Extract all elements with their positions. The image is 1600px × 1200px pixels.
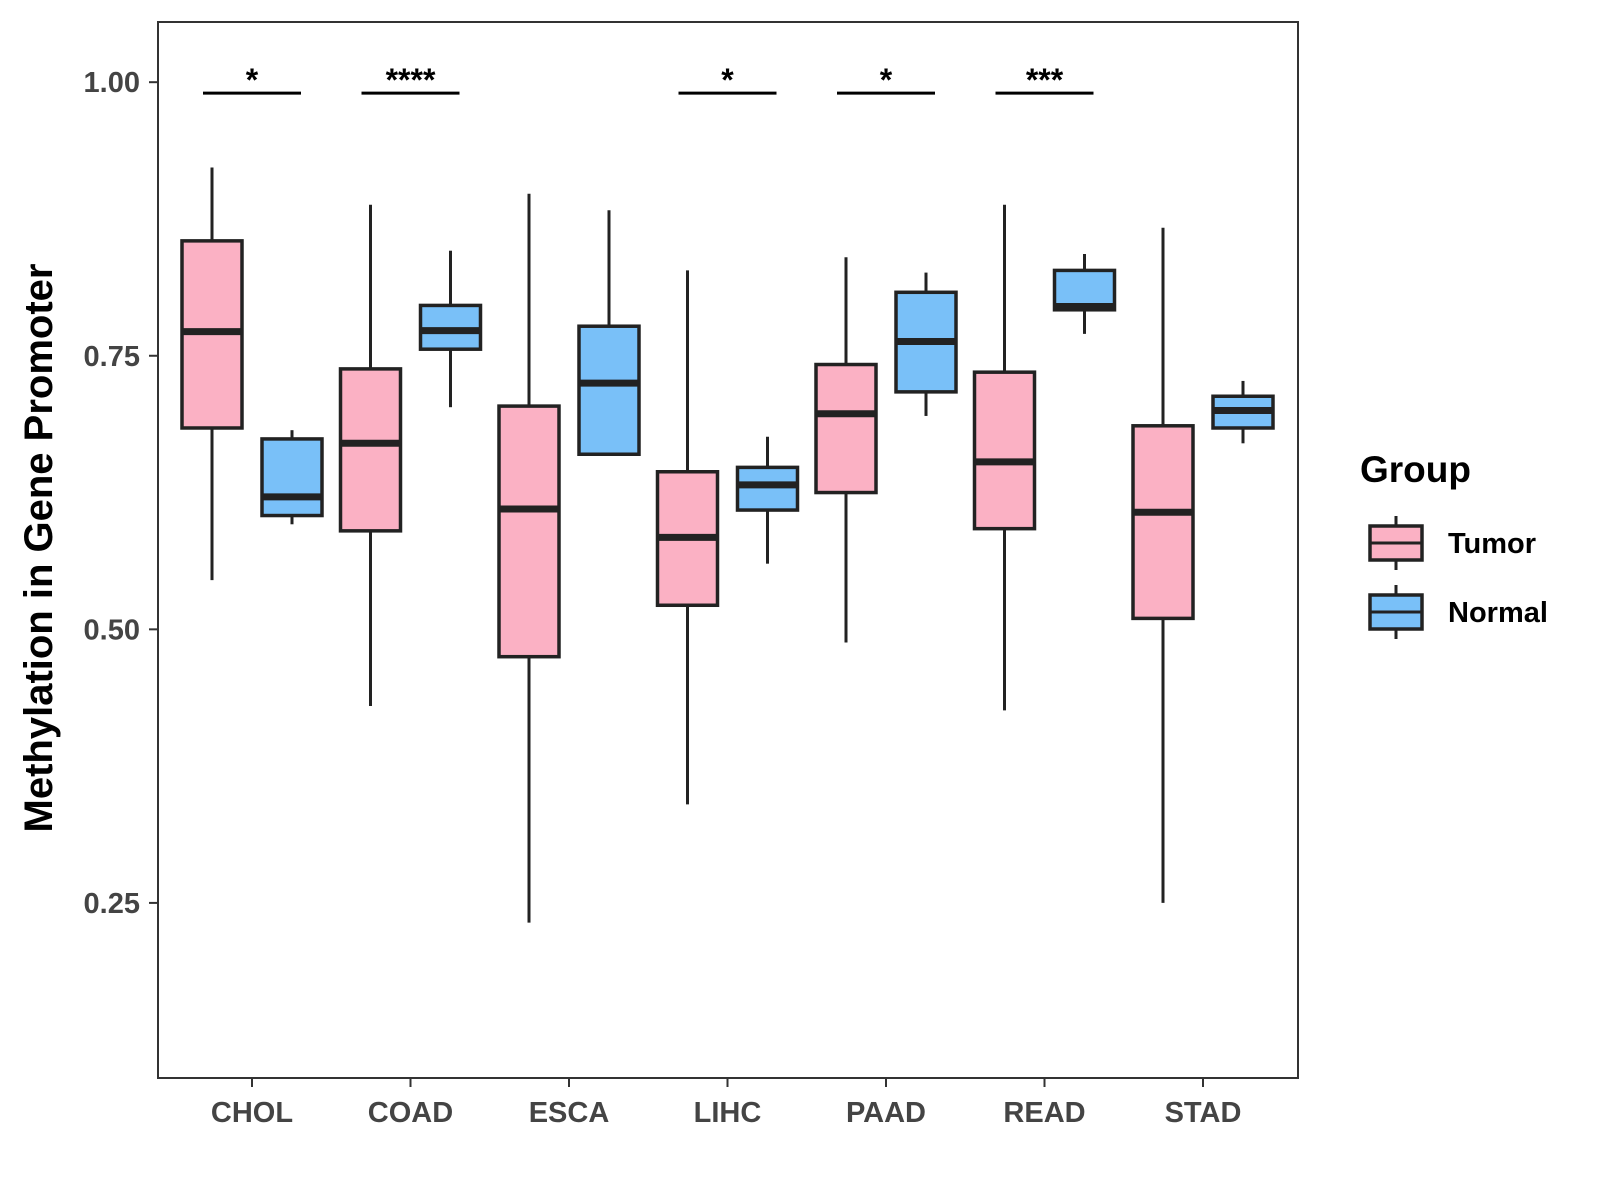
y-tick-label: 0.25 [84, 888, 140, 920]
normal-esca-box [577, 324, 641, 456]
tumor-esca-box [497, 404, 561, 659]
legend-label-tumor: Tumor [1448, 528, 1536, 560]
x-tick-label: COAD [368, 1097, 453, 1129]
normal-chol-box [260, 437, 324, 518]
significance-label-paad: * [880, 62, 893, 98]
y-tick-label: 1.00 [84, 67, 140, 99]
x-tick-label: PAAD [846, 1097, 926, 1129]
tumor-coad-box [338, 367, 403, 533]
normal-lihc-box [735, 465, 800, 512]
significance-label-coad: **** [386, 62, 436, 98]
plot-panel [157, 21, 1299, 1079]
tumor-paad-box [814, 362, 878, 495]
y-tick-label: 0.75 [84, 341, 140, 373]
y-axis-title: Methylation in Gene Promoter [17, 264, 61, 833]
significance-label-read: *** [1026, 62, 1064, 98]
significance-label-lihc: * [721, 62, 734, 98]
legend-label-normal: Normal [1448, 597, 1548, 629]
x-tick-label: ESCA [529, 1097, 610, 1129]
tumor-read-box [972, 370, 1037, 531]
x-tick-label: LIHC [694, 1097, 762, 1129]
x-tick-label: STAD [1165, 1097, 1242, 1129]
x-tick-label: READ [1003, 1097, 1085, 1129]
tumor-stad-box [1131, 424, 1195, 621]
y-tick-label: 0.50 [84, 614, 140, 646]
significance-label-chol: * [246, 62, 259, 98]
x-tick-label: CHOL [211, 1097, 293, 1129]
legend-title: Group [1360, 449, 1471, 490]
